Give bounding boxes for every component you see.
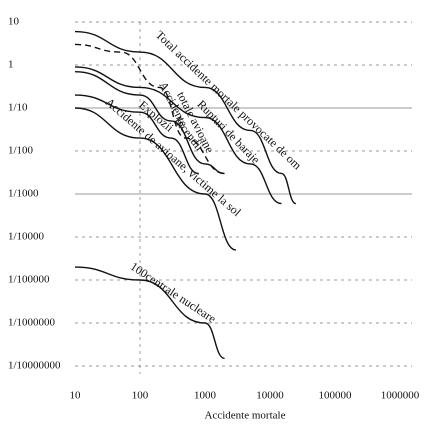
y-tick-label: 1/10000 — [8, 231, 45, 243]
x-tick-label: 100000 — [319, 390, 353, 402]
x-tick-label: 1000000 — [381, 390, 420, 402]
y-tick-label: 1/100000 — [8, 274, 50, 286]
curve — [74, 266, 225, 360]
y-tick-label: 1/1000000 — [8, 317, 56, 329]
x-tick-label: 10000 — [256, 390, 284, 402]
x-tick-label: 1000 — [194, 390, 217, 402]
y-tick-label: 1/100 — [8, 145, 34, 157]
y-tick-label: 1/10000000 — [8, 360, 61, 372]
y-tick-label: 1 — [8, 59, 14, 71]
y-tick-label: 10 — [8, 16, 20, 28]
curve — [74, 94, 199, 175]
x-tick-label: 100 — [132, 390, 149, 402]
curve — [74, 107, 237, 251]
curve-label: 100centrale nucleare — [128, 259, 219, 326]
curve — [74, 30, 297, 205]
curve — [74, 43, 225, 175]
y-tick-label: 1/1000 — [8, 188, 39, 200]
y-tick-label: 1/10 — [8, 102, 28, 114]
x-tick-label: 10 — [70, 390, 82, 402]
curve — [74, 66, 282, 205]
x-axis-label: Accidente mortale — [205, 410, 286, 422]
